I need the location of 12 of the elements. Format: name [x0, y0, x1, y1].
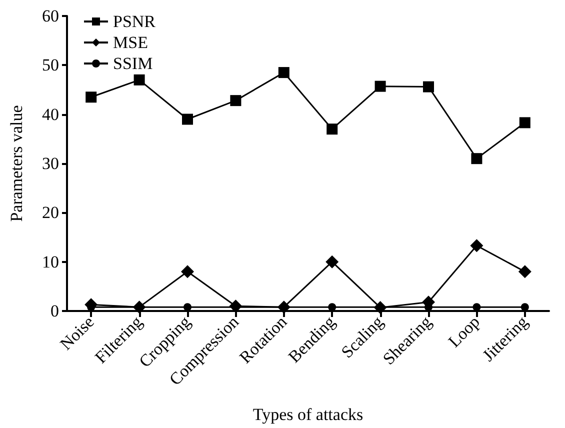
x-axis-title: Types of attacks	[252, 405, 364, 424]
y-tick-label: 50	[42, 56, 59, 75]
y-tick-label: 0	[50, 302, 59, 320]
y-tick-label: 30	[42, 154, 59, 173]
y-tick-label: 20	[42, 203, 59, 222]
y-axis-title: Parameters value	[7, 105, 26, 222]
y-tick-label: 10	[42, 252, 59, 272]
y-tick-label: 60	[42, 6, 59, 26]
y-tick-label: 40	[42, 104, 59, 124]
legend-label: PSNR	[113, 12, 156, 31]
legend-label: SSIM	[113, 54, 153, 73]
legend-label: MSE	[113, 33, 148, 52]
